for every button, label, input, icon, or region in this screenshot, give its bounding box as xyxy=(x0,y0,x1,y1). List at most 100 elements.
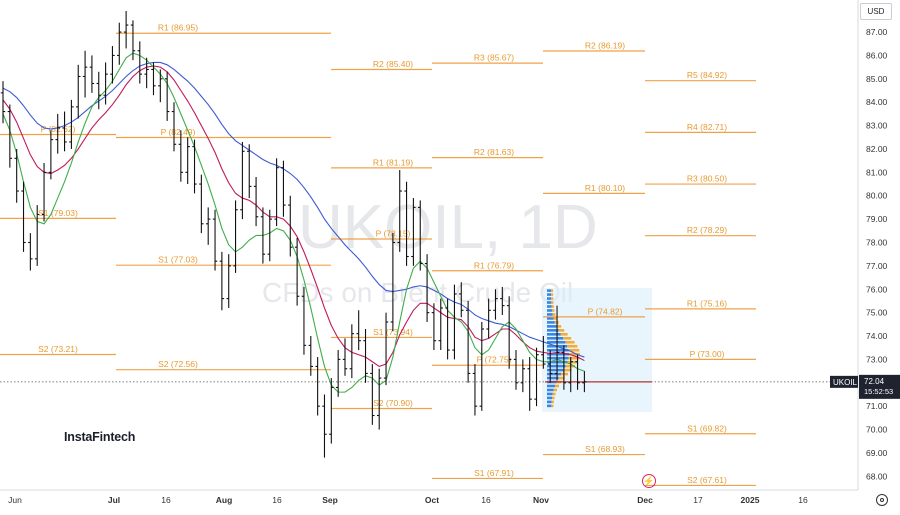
currency-selector[interactable]: USD xyxy=(860,3,892,20)
time-axis[interactable]: Jun Jul 16 Aug 16 Sep Oct 16 Nov Dec 17 2025 16 xyxy=(8,495,808,505)
symbol-badge-text: UKOIL xyxy=(833,378,858,387)
ohlc-bar xyxy=(281,160,286,217)
volume-bar xyxy=(547,313,553,316)
volume-bar xyxy=(547,376,559,380)
volume-bar xyxy=(547,392,553,396)
price-axis[interactable]: 87.00 86.00 85.00 84.00 83.00 82.00 81.00 80.00… xyxy=(866,27,888,481)
volume-bar xyxy=(547,348,569,352)
pivot-label: S2 (67.61) xyxy=(687,475,727,485)
pivot-label: R2 (86.19) xyxy=(585,40,625,50)
pivot-label: R1 (76.79) xyxy=(474,260,514,270)
ohlc-bar xyxy=(206,207,211,245)
price-tick-label: 81.00 xyxy=(866,167,888,177)
volume-bar xyxy=(547,289,552,292)
ohlc-bar xyxy=(103,62,108,105)
volume-bar xyxy=(547,329,559,332)
price-badge xyxy=(859,374,900,399)
pivot-label: P (74.82) xyxy=(588,306,623,316)
volume-bar xyxy=(552,396,555,400)
pivot-levels: R1 (88.44)P (82.62)S1 (79.03)S2 (73.21)R… xyxy=(0,23,756,487)
ohlc-bar xyxy=(41,162,47,222)
volume-bar xyxy=(547,297,552,300)
volume-bar xyxy=(547,293,552,296)
price-tick-label: 71.00 xyxy=(866,401,888,411)
moving-average-line xyxy=(2,61,585,358)
ohlc-bar xyxy=(349,324,355,379)
volume-bar xyxy=(552,313,556,316)
ohlc-bar xyxy=(363,329,368,383)
volume-bar xyxy=(551,400,554,404)
gear-icon[interactable] xyxy=(876,494,888,506)
time-tick-label: 16 xyxy=(798,495,808,505)
ohlc-bar xyxy=(513,350,519,390)
price-bars xyxy=(0,11,587,458)
volume-bar xyxy=(547,321,555,324)
ohlc-bar xyxy=(253,177,259,227)
time-tick-label: Dec xyxy=(637,495,653,505)
volume-bar xyxy=(563,368,572,372)
ohlc-bar xyxy=(110,46,115,84)
ohlc-bar xyxy=(548,350,553,383)
symbol-badge xyxy=(830,375,858,388)
volume-bar xyxy=(551,297,554,300)
ohlc-bar xyxy=(0,81,6,124)
pivot-label: R3 (85.67) xyxy=(474,53,514,63)
price-badge-countdown: 15:52:53 xyxy=(864,387,893,396)
volume-bar xyxy=(561,372,569,376)
ohlc-bar xyxy=(267,209,272,262)
price-tick-label: 86.00 xyxy=(866,50,888,60)
ohlc-bar xyxy=(158,69,163,103)
ohlc-bar xyxy=(28,233,33,271)
ohlc-bar xyxy=(404,181,409,266)
volume-bar xyxy=(552,392,556,396)
volume-bar xyxy=(551,293,554,296)
ohlc-bar xyxy=(383,312,389,386)
ohlc-bar xyxy=(274,158,279,227)
price-tick-label: 76.00 xyxy=(866,284,888,294)
pivot-label: R1 (81.19) xyxy=(373,157,413,167)
volume-bar xyxy=(563,336,572,340)
ohlc-bar xyxy=(486,298,491,339)
time-tick-label: 16 xyxy=(161,495,171,505)
ohlc-bar xyxy=(151,62,156,96)
lightning-icon[interactable]: ⚡ xyxy=(642,474,656,488)
volume-bar xyxy=(568,352,580,356)
ohlc-bar xyxy=(479,321,484,411)
price-tick-label: 75.00 xyxy=(866,308,888,318)
ohlc-bar xyxy=(500,286,505,315)
ohlc-bar xyxy=(520,359,526,393)
volume-bar xyxy=(565,340,575,344)
volume-bar xyxy=(547,368,564,372)
time-tick-label: Nov xyxy=(533,495,549,505)
volume-bar xyxy=(547,336,564,340)
ohlc-bar xyxy=(96,71,101,110)
ohlc-bar xyxy=(411,198,416,266)
price-tick-label: 74.00 xyxy=(866,331,888,341)
volume-profile xyxy=(545,289,652,408)
pivot-label: P (82.49) xyxy=(161,127,196,137)
time-tick-label: Jul xyxy=(108,495,120,505)
ohlc-bar xyxy=(431,303,437,351)
ohlc-bar xyxy=(226,254,231,308)
volume-bar xyxy=(558,376,565,380)
pivot-label: S2 (73.21) xyxy=(38,344,78,354)
volume-bar xyxy=(547,301,552,304)
ohlc-bar xyxy=(527,357,532,411)
ohlc-bar xyxy=(561,345,567,390)
volume-bar xyxy=(547,333,561,336)
ohlc-bar xyxy=(69,99,74,149)
volume-bar xyxy=(547,317,554,320)
volume-bar xyxy=(547,384,555,388)
price-tick-label: 77.00 xyxy=(866,261,888,271)
volume-bar xyxy=(553,388,558,392)
ohlc-bar xyxy=(212,209,218,271)
ohlc-bar xyxy=(233,200,238,273)
ohlc-bar xyxy=(459,282,464,318)
ohlc-bar xyxy=(575,354,580,390)
time-tick-label: 16 xyxy=(481,495,491,505)
price-tick-label: 82.00 xyxy=(866,144,888,154)
ohlc-bar xyxy=(247,144,252,199)
price-tick-label: 69.00 xyxy=(866,448,888,458)
